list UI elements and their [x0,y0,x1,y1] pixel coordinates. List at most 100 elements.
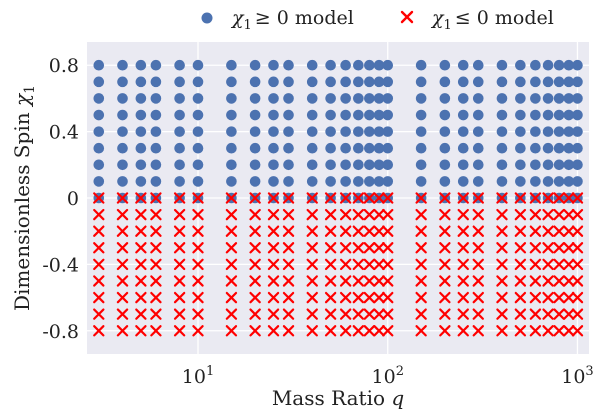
data-point-positive [306,176,318,187]
x-tick-labels: 101 102 103 [182,364,594,388]
data-point-positive [135,93,147,104]
data-point-negative [472,275,484,287]
data-point-positive [572,76,583,88]
data-point-positive [373,159,385,171]
data-point-negative [116,225,129,237]
data-point-positive [553,159,565,171]
data-point-positive [93,93,105,104]
data-point-negative [472,291,484,304]
data-point-positive [283,142,294,154]
data-point-negative [514,242,527,254]
data-point-positive [353,142,364,154]
data-point-positive [496,76,508,88]
data-point-negative [373,242,385,254]
data-point-positive [353,126,364,137]
data-point-positive [325,59,336,71]
y-tick-labels: 0.8 0.4 0 -0.4 -0.8 [42,55,79,343]
data-point-negative [529,308,542,320]
data-point-negative [192,308,204,320]
data-point-negative [563,208,575,221]
data-point-positive [135,59,147,71]
data-point-negative [457,275,469,287]
data-point-negative [529,258,542,271]
data-point-negative [553,308,565,320]
data-point-positive [283,126,294,137]
data-point-negative [457,225,469,237]
data-point-positive [150,142,162,154]
data-point-positive [340,76,351,88]
data-point-negative [542,192,554,204]
data-point-positive [283,76,294,88]
data-point-negative [363,225,376,237]
data-point-negative [93,258,105,271]
data-point-negative [249,258,261,271]
data-point-negative [415,308,427,320]
data-point-negative [529,275,542,287]
data-point-positive [382,93,394,104]
data-point-negative [529,208,542,221]
data-point-positive [135,176,147,187]
data-point-positive [135,109,147,121]
data-point-positive [306,126,318,137]
data-point-negative [192,242,204,254]
data-point-positive [542,159,554,171]
data-point-negative [339,325,352,337]
data-point-positive [496,159,508,171]
data-point-negative [306,291,318,304]
data-point-positive [192,93,204,104]
data-point-positive [415,93,427,104]
data-point-negative [553,291,565,304]
data-point-negative [382,291,394,304]
data-point-negative [150,308,162,320]
data-point-positive [192,176,204,187]
data-point-positive [530,126,541,137]
data-point-negative [529,192,542,204]
data-point-negative [563,192,575,204]
data-point-positive [306,76,318,88]
data-point-negative [225,192,238,204]
data-point-negative [339,308,352,320]
data-point-negative [439,242,451,254]
data-point-negative [352,291,365,304]
data-point-positive [530,76,541,88]
data-point-positive [572,109,583,121]
data-point-positive [542,109,554,121]
data-point-negative [382,242,394,254]
data-point-positive [439,176,451,187]
data-point-negative [267,208,280,221]
data-point-positive [268,176,279,187]
data-point-positive [373,176,385,187]
data-point-negative [373,308,385,320]
data-point-positive [496,126,508,137]
data-point-negative [249,325,261,337]
x-tick-label: 101 [182,364,214,388]
data-point-positive [542,126,554,137]
data-point-positive [174,59,185,71]
data-point-negative [571,242,584,254]
data-point-negative [324,242,337,254]
data-point-positive [249,76,261,88]
x-tick-label: 103 [561,364,593,388]
data-point-negative [282,325,295,337]
data-point-negative [363,275,376,287]
data-point-negative [173,258,186,271]
data-point-positive [117,176,128,187]
data-point-negative [496,275,508,287]
data-point-negative [496,325,508,337]
data-point-negative [225,275,238,287]
data-point-positive [340,59,351,71]
data-point-positive [340,126,351,137]
data-point-negative [249,308,261,320]
data-point-positive [439,159,451,171]
data-point-positive [353,76,364,88]
data-point-negative [553,242,565,254]
data-point-positive [553,176,565,187]
data-point-negative [472,258,484,271]
data-point-negative [439,208,451,221]
data-point-negative [571,291,584,304]
data-point-negative [382,275,394,287]
data-point-negative [116,275,129,287]
data-point-positive [439,126,451,137]
data-point-negative [93,291,105,304]
data-point-negative [352,208,365,221]
